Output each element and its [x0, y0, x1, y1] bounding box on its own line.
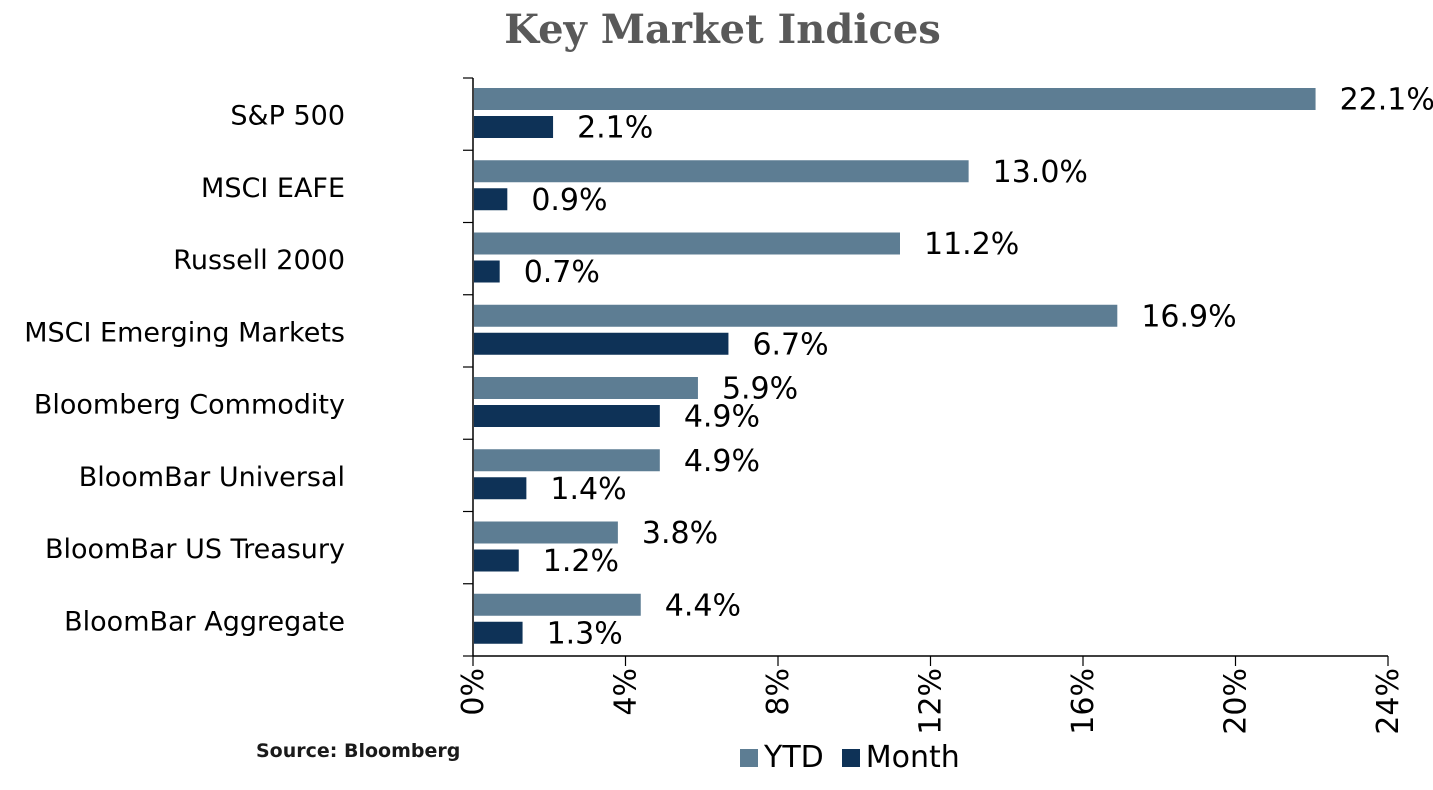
data-label-ytd: 4.9%	[684, 444, 760, 479]
bar-month	[474, 116, 554, 138]
chart-title: Key Market Indices	[504, 6, 941, 53]
bar-ytd	[474, 232, 900, 255]
x-tick-label: 8%	[761, 668, 796, 716]
bar-month	[474, 549, 519, 572]
data-label-ytd: 22.1%	[1340, 83, 1433, 118]
data-label-month: 0.9%	[531, 183, 607, 218]
bar-ytd	[474, 88, 1316, 110]
category-label: BloomBar US Treasury	[45, 534, 345, 565]
bar-month	[474, 332, 729, 355]
data-label-ytd: 13.0%	[993, 155, 1088, 190]
data-label-month: 1.2%	[543, 544, 619, 579]
legend-label-month: Month	[865, 740, 960, 775]
category-label: BloomBar Universal	[79, 462, 345, 493]
legend: YTD Month	[740, 740, 978, 775]
legend-swatch-month	[841, 748, 860, 767]
category-label: MSCI EAFE	[201, 173, 345, 204]
bar-ytd	[474, 377, 698, 399]
bar-ytd	[474, 593, 641, 616]
bar-month	[474, 188, 508, 211]
x-tick-label: 4%	[609, 668, 644, 716]
bar-ytd	[474, 449, 660, 472]
bar-ytd	[474, 304, 1118, 327]
data-label-ytd: 4.4%	[665, 588, 741, 623]
category-label: MSCI Emerging Markets	[24, 317, 345, 348]
bar-ytd	[474, 160, 969, 183]
data-label-month: 1.4%	[550, 472, 626, 507]
x-tick-label: 12%	[914, 668, 949, 735]
category-label: BloomBar Aggregate	[64, 606, 345, 637]
bar-month	[474, 405, 660, 427]
bar-ytd	[474, 521, 618, 544]
data-label-ytd: 5.9%	[722, 372, 798, 407]
x-tick-label: 20%	[1219, 668, 1254, 735]
category-label: S&P 500	[230, 101, 345, 132]
legend-swatch-ytd	[740, 748, 758, 767]
x-tick-label: 24%	[1371, 668, 1406, 735]
x-tick-label: 0%	[456, 668, 491, 716]
data-label-ytd: 16.9%	[1141, 299, 1236, 334]
category-label: Russell 2000	[173, 245, 345, 276]
legend-label-ytd: YTD	[764, 740, 824, 775]
data-label-month: 4.9%	[684, 400, 760, 435]
bar-month	[474, 260, 500, 283]
data-label-month: 6.7%	[752, 327, 828, 362]
x-tick-label: 16%	[1066, 668, 1101, 735]
data-label-ytd: 3.8%	[642, 516, 718, 551]
data-label-ytd: 11.2%	[924, 227, 1019, 262]
bar-month	[474, 477, 527, 500]
legend-item-month: Month	[841, 740, 960, 775]
source-note: Source: Bloomberg	[256, 740, 461, 762]
bar-month	[474, 621, 523, 644]
data-label-month: 0.7%	[524, 255, 600, 290]
data-label-month: 1.3%	[547, 616, 623, 651]
legend-item-ytd: YTD	[740, 740, 824, 775]
category-label: Bloomberg Commodity	[34, 390, 345, 421]
data-label-month: 2.1%	[577, 111, 653, 146]
